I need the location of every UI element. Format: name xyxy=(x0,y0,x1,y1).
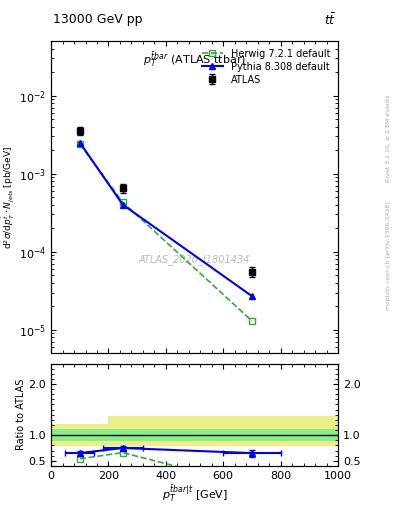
Herwig 7.2.1 default xyxy=(120,199,125,205)
Herwig 7.2.1 default xyxy=(250,318,254,324)
Text: ATLAS_2020_I1801434: ATLAS_2020_I1801434 xyxy=(139,254,250,265)
Pythia 8.308 default xyxy=(77,139,82,145)
Legend: Herwig 7.2.1 default, Pythia 8.308 default, ATLAS: Herwig 7.2.1 default, Pythia 8.308 defau… xyxy=(198,46,333,88)
Pythia 8.308 default xyxy=(250,293,254,299)
Text: Rivet 3.1.10, ≥ 2.8M events: Rivet 3.1.10, ≥ 2.8M events xyxy=(386,95,391,182)
Herwig 7.2.1 default xyxy=(77,141,82,147)
Text: 13000 GeV pp: 13000 GeV pp xyxy=(53,13,143,26)
Text: mcplots.cern.ch [arXiv:1306.3436]: mcplots.cern.ch [arXiv:1306.3436] xyxy=(386,202,391,310)
Line: Herwig 7.2.1 default: Herwig 7.2.1 default xyxy=(76,140,255,324)
Text: $p_T^{\bar{t}bar}$ (ATLAS ttbar): $p_T^{\bar{t}bar}$ (ATLAS ttbar) xyxy=(143,50,246,69)
Pythia 8.308 default xyxy=(120,202,125,208)
X-axis label: $p^{\bar{t}bar|t}_T$ [GeV]: $p^{\bar{t}bar|t}_T$ [GeV] xyxy=(162,483,228,504)
Line: Pythia 8.308 default: Pythia 8.308 default xyxy=(76,139,255,300)
Text: $t\bar{t}$: $t\bar{t}$ xyxy=(324,13,336,28)
Y-axis label: Ratio to ATLAS: Ratio to ATLAS xyxy=(16,379,26,451)
Y-axis label: d$^2\sigma$/d$p_T^{\bar{t}}\cdot N_{jets}$ [pb/GeV]: d$^2\sigma$/d$p_T^{\bar{t}}\cdot N_{jets… xyxy=(0,145,16,249)
